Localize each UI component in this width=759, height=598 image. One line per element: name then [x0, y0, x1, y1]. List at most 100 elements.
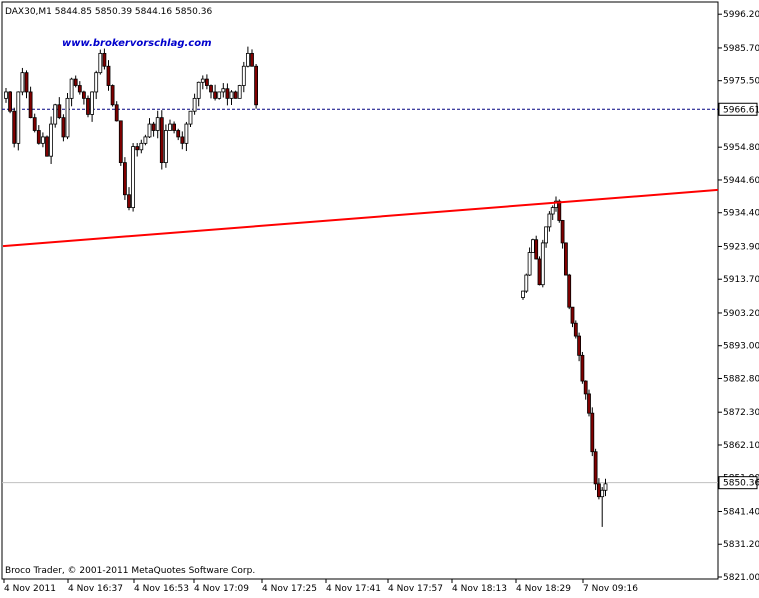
price-tick-label: 5985.70 — [723, 44, 759, 54]
candle-bearish — [573, 322, 578, 337]
candle-bullish — [49, 123, 53, 157]
candle-bearish — [213, 91, 218, 99]
price-tick-label: 5893.00 — [723, 342, 759, 352]
candle-bullish — [196, 81, 201, 99]
copyright-text: Broco Trader, © 2001-2011 MetaQuotes Sof… — [5, 566, 255, 576]
price-tick-label: 5996.20 — [723, 10, 759, 20]
candle-bearish — [180, 136, 185, 144]
plot-area — [1, 1, 719, 580]
candle-bullish — [188, 110, 193, 125]
candle-bearish — [127, 194, 131, 208]
candle-bullish — [168, 123, 172, 131]
candle-bearish — [587, 393, 591, 414]
candle-bullish — [221, 88, 226, 93]
trendline-group — [2, 188, 719, 248]
candle-bullish — [245, 52, 250, 67]
candle-bullish — [65, 97, 70, 138]
candle-bearish — [590, 412, 595, 453]
candle-bearish — [86, 97, 90, 115]
candle-bullish — [547, 213, 552, 228]
price-tick-label: 5862.10 — [723, 441, 759, 451]
candle-bullish — [229, 91, 234, 99]
candle-bearish — [114, 104, 119, 122]
price-tick-label: 5944.60 — [723, 176, 759, 186]
time-tick-label: 4 Nov 18:13 — [452, 584, 507, 594]
candle-bullish — [531, 239, 535, 253]
candle-bearish — [254, 65, 259, 106]
price-tick-label: 5934.40 — [723, 209, 759, 219]
time-tick-label: 4 Nov 17:57 — [388, 584, 443, 594]
candle-bearish — [28, 91, 33, 119]
price-tick-label: 5923.90 — [723, 242, 759, 252]
candle-bearish — [233, 91, 238, 99]
candle-bearish — [580, 354, 585, 382]
candle-bearish — [24, 72, 29, 93]
candle-bearish — [250, 52, 254, 67]
time-tick-label: 4 Nov 16:37 — [68, 584, 123, 594]
candle-bearish — [57, 104, 62, 119]
candle-bearish — [557, 200, 562, 221]
candle-bullish — [4, 91, 8, 99]
candle-bearish — [172, 123, 177, 131]
candle-bullish — [527, 252, 532, 276]
trendline[interactable] — [2, 188, 719, 248]
time-tick-label: 4 Nov 17:09 — [194, 584, 249, 594]
candle-bearish — [102, 52, 107, 67]
candle-bullish — [524, 274, 529, 292]
candle-bearish — [593, 451, 598, 485]
time-axis: 4 Nov 2011 4 Nov 16:37 4 Nov 16:53 4 Nov 17… — [3, 579, 638, 594]
price-tick-label: 5831.20 — [723, 540, 759, 550]
time-tick-label: 4 Nov 17:25 — [262, 584, 317, 594]
candle-bearish — [106, 65, 111, 86]
candles — [4, 46, 608, 527]
time-tick-label: 4 Nov 2011 — [4, 584, 56, 594]
candle-bullish — [16, 91, 21, 144]
candle-bearish — [118, 120, 123, 164]
candle-bearish — [564, 242, 568, 276]
candle-bullish — [600, 489, 605, 498]
candle-bullish — [544, 226, 548, 244]
price-marker-box — [718, 102, 758, 116]
candle-bearish — [209, 85, 213, 93]
candle-bearish — [204, 78, 209, 86]
candle-bullish — [200, 78, 205, 83]
candle-bullish — [155, 117, 160, 131]
candle-bearish — [176, 130, 181, 138]
candle-bullish — [94, 72, 99, 93]
candle-bearish — [45, 136, 49, 157]
watermark[interactable]: www.brokervorschlag.com — [62, 38, 212, 49]
time-tick-label: 4 Nov 16:53 — [134, 584, 189, 594]
candle-bullish — [20, 72, 25, 93]
candle-bullish — [521, 290, 525, 298]
price-tick-label: 5903.20 — [723, 309, 759, 319]
candle-bearish — [110, 85, 115, 106]
candle-bearish — [583, 380, 588, 395]
price-marker-label: 5850.36 — [723, 479, 759, 489]
candle-bullish — [53, 104, 58, 125]
candle-bearish — [159, 117, 164, 164]
price-tick-label: 5821.00 — [723, 573, 759, 583]
candle-bearish — [36, 130, 41, 144]
candle-bearish — [567, 274, 572, 308]
time-tick-label: 7 Nov 09:16 — [583, 584, 638, 594]
price-tick-label: 5975.50 — [723, 77, 759, 87]
candle-bullish — [603, 483, 608, 491]
candle-bearish — [534, 239, 539, 260]
price-tick-label: 5954.80 — [723, 143, 759, 153]
price-marker-box — [718, 476, 758, 490]
candle-bullish — [139, 142, 144, 151]
candle-bullish — [241, 65, 246, 86]
candle-bullish — [143, 136, 148, 144]
candle-bearish — [61, 117, 66, 138]
candle-bullish — [550, 207, 555, 215]
candle-bullish — [184, 123, 189, 144]
candle-bullish — [192, 97, 197, 112]
candle-bearish — [82, 91, 86, 99]
candle-bullish — [69, 78, 74, 99]
candle-bearish — [577, 335, 581, 356]
candle-bearish — [32, 117, 37, 131]
candle-bullish — [163, 130, 168, 164]
candle-bearish — [537, 258, 542, 286]
price-tick-label: 5882.80 — [723, 374, 759, 384]
